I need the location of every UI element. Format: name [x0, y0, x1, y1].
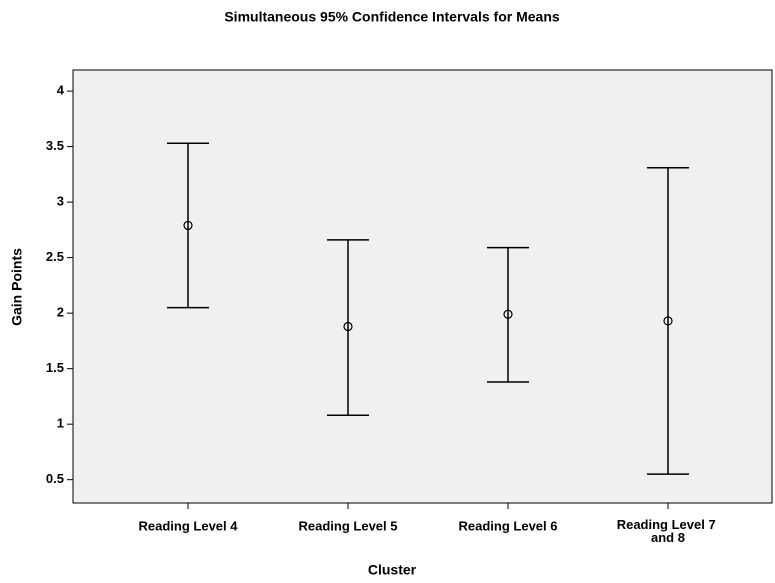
y-tick-label: 2	[57, 305, 64, 320]
mean-marker	[343, 321, 353, 332]
chart-title: Simultaneous 95% Confidence Intervals fo…	[224, 9, 560, 25]
y-tick-label: 3.5	[46, 138, 64, 153]
y-tick-label: 0.5	[46, 471, 64, 486]
y-axis-label: Gain Points	[9, 248, 25, 326]
x-tick-label: Reading Level 6	[459, 518, 558, 533]
mean-marker	[503, 309, 513, 319]
plot-area	[72, 69, 773, 504]
mean-marker	[663, 316, 673, 326]
mean-marker	[183, 220, 193, 231]
y-tick-label: 1.5	[46, 360, 64, 375]
y-tick-label: 4	[57, 83, 65, 98]
x-tick-label: Reading Level 4	[139, 518, 239, 533]
y-tick-label: 3	[57, 194, 64, 209]
x-axis-label: Cluster	[368, 562, 417, 578]
y-tick-label: 2.5	[46, 249, 64, 264]
x-tick-label: Reading Level 7 and 8	[617, 517, 720, 545]
y-tick-label: 1	[57, 416, 64, 431]
x-tick-label: Reading Level 5	[299, 518, 398, 533]
